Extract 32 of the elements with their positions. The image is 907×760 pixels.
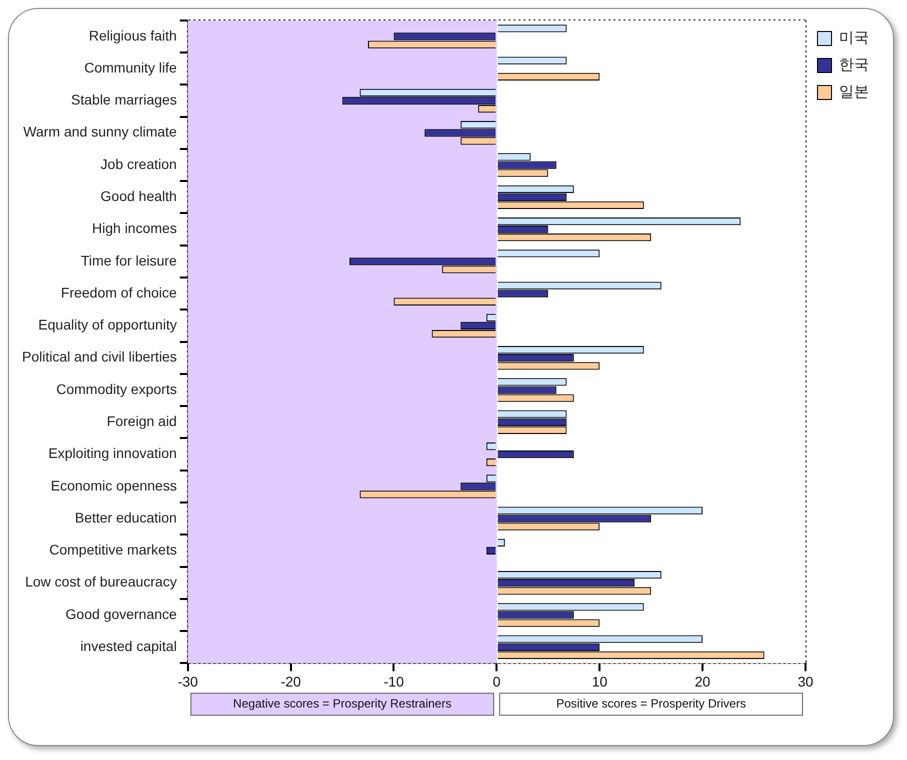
y-tick-label: Competitive markets [49, 542, 177, 558]
y-tick-label: Equality of opportunity [38, 316, 177, 333]
legend-label: 일본 [839, 82, 869, 100]
x-tick-label: 10 [592, 673, 608, 690]
y-tick-label: Job creation [100, 156, 177, 172]
y-tick-label: Commodity exports [56, 380, 177, 397]
y-tick-label: Stable marriages [71, 92, 177, 108]
y-tick-label: Warm and sunny climate [23, 124, 178, 140]
x-tick-label: -20 [280, 673, 302, 690]
y-tick-label: Time for leisure [80, 252, 178, 268]
x-tick-label: 30 [798, 673, 814, 690]
x-tick-label: 20 [694, 673, 711, 690]
y-tick-label: Economic openness [50, 477, 177, 494]
y-tick-label: Good health [100, 188, 177, 204]
y-tick-label: Religious faith [88, 27, 177, 44]
legend-label: 한국 [839, 55, 869, 74]
x-tick-label: 0 [492, 673, 501, 690]
y-tick-label: Good governance [66, 606, 178, 622]
legend-label: 미국 [839, 28, 869, 46]
y-tick-label: Community life [84, 59, 178, 76]
y-tick-label: Exploiting innovation [48, 445, 177, 462]
band-label: Positive scores = Prosperity Drivers [556, 696, 746, 711]
y-tick-label: Low cost of bureaucracy [25, 574, 177, 590]
y-tick-label: High incomes [92, 220, 177, 236]
band-label: Negative scores = Prosperity Restrainers [233, 696, 452, 711]
x-tick-label: -30 [178, 673, 198, 690]
y-tick-label: Better education [74, 509, 177, 526]
x-tick-label: -10 [384, 673, 404, 690]
y-tick-label: Political and civil liberties [22, 348, 177, 365]
y-tick-label: invested capital [80, 638, 177, 654]
y-tick-label: Foreign aid [106, 413, 177, 430]
y-tick-label: Freedom of choice [60, 284, 178, 300]
